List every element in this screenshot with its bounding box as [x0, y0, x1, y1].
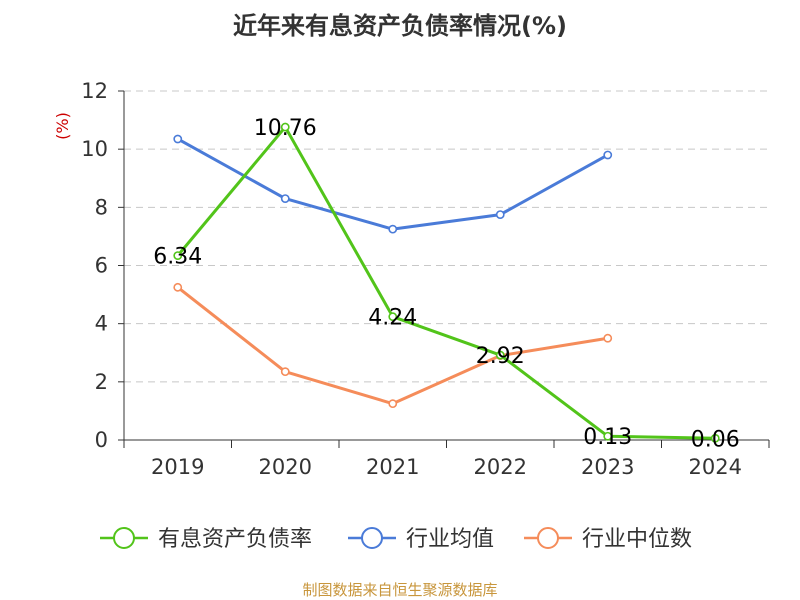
data-point: [173, 282, 183, 292]
legend-label-0: 有息资产负债率: [158, 527, 312, 552]
data-point: [388, 224, 398, 234]
y-tick-label: 12: [81, 79, 108, 103]
data-label: 10.76: [254, 116, 317, 141]
source-note: 制图数据来自恒生聚源数据库: [302, 581, 497, 599]
data-point: [495, 210, 505, 220]
legend-label-2: 行业中位数: [582, 527, 692, 552]
legend-marker-0: [113, 527, 135, 549]
legend: 有息资产负债率 行业均值 行业中位数: [100, 527, 692, 552]
data-point: [388, 312, 398, 322]
data-label: 0.06: [691, 427, 740, 452]
data-point: [280, 122, 290, 132]
data-point: [280, 367, 290, 377]
data-point: [603, 431, 613, 441]
y-tick-label: 8: [95, 195, 108, 219]
x-tick-label: 2023: [581, 455, 634, 479]
data-point: [603, 150, 613, 160]
y-axis-unit-label: (%): [53, 112, 72, 140]
chart-title: 近年来有息资产负债率情况(%): [233, 12, 567, 40]
data-point: [388, 399, 398, 409]
y-tick-label: 2: [95, 370, 108, 394]
data-labels: 6.34 10.76 4.24 2.92 0.13 0.06: [153, 116, 739, 452]
x-tick-label: 2020: [259, 455, 312, 479]
x-tick-label: 2022: [474, 455, 527, 479]
series-layer: [173, 122, 720, 443]
series-line-0: [176, 125, 716, 440]
data-point: [495, 350, 505, 360]
x-tick-label: 2024: [689, 455, 742, 479]
y-tick-label: 10: [81, 137, 108, 161]
y-tick-label: 6: [95, 254, 108, 278]
x-tick-label: 2019: [151, 455, 204, 479]
series-line-1: [177, 137, 609, 231]
gridlines: [124, 90, 769, 383]
y-tick-label: 4: [95, 312, 108, 336]
y-tick-label: 0: [95, 428, 108, 452]
x-tick-label: 2021: [366, 455, 419, 479]
legend-marker-1: [361, 527, 383, 549]
data-label: 2.92: [476, 344, 525, 369]
data-label: 4.24: [368, 306, 417, 331]
data-point: [280, 194, 290, 204]
data-point: [710, 433, 720, 443]
data-label: 6.34: [153, 245, 202, 270]
data-point: [173, 134, 183, 144]
data-point: [603, 333, 613, 343]
legend-label-1: 行业均值: [406, 527, 494, 552]
data-point: [173, 251, 183, 261]
legend-marker-2: [537, 527, 559, 549]
axes: 0 2 4 6 8 10 12 2019 2020 2021 2022 2023 2024: [81, 79, 770, 479]
data-label: 0.13: [583, 425, 632, 450]
